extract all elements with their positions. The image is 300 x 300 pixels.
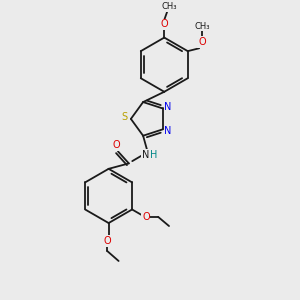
- Text: N: N: [164, 102, 172, 112]
- Text: O: O: [113, 140, 120, 150]
- Text: H: H: [150, 150, 158, 160]
- Text: CH₃: CH₃: [162, 2, 177, 11]
- Text: N: N: [142, 150, 149, 160]
- Text: CH₃: CH₃: [194, 22, 210, 31]
- Text: O: O: [142, 212, 150, 222]
- Text: O: O: [198, 37, 206, 47]
- Text: O: O: [103, 236, 111, 246]
- Text: O: O: [160, 20, 168, 29]
- Text: N: N: [164, 126, 172, 136]
- Text: S: S: [122, 112, 128, 122]
